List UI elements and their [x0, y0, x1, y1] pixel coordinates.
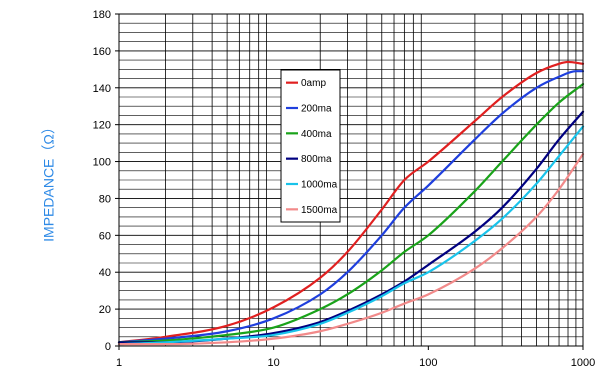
plot-border — [118, 13, 584, 347]
y-tick-label: 80 — [99, 193, 111, 205]
y-tick-label: 0 — [105, 341, 111, 353]
x-tick-label: 100 — [419, 357, 437, 369]
y-tick-label: 60 — [99, 230, 111, 242]
x-tick-label: 10 — [268, 357, 280, 369]
y-tick-label: 120 — [93, 120, 111, 132]
y-tick-label: 40 — [99, 267, 111, 279]
grid — [119, 13, 583, 347]
legend-label-1500ma: 1500ma — [301, 205, 338, 216]
legend-label-800ma: 800ma — [301, 154, 332, 165]
x-tick-label: 1000 — [571, 357, 595, 369]
series-line-0amp — [117, 60, 585, 344]
legend-box — [280, 69, 341, 223]
legend-label-0amp: 0amp — [301, 78, 326, 89]
y-tick-label: 20 — [99, 304, 111, 316]
legend-label-1000ma: 1000ma — [301, 180, 338, 191]
axes: 1 10 100 1000 0 20 40 60 80 100 120 140 160 180 — [93, 9, 595, 369]
x-tick-label: 1 — [116, 357, 122, 369]
series-line-400ma — [117, 82, 585, 344]
legend-label-200ma: 200ma — [301, 104, 332, 115]
legend-label-400ma: 400ma — [301, 129, 332, 140]
y-tick-label: 160 — [93, 46, 111, 58]
legend: 0amp 200ma 400ma 800ma 1000ma 1500ma — [280, 69, 341, 223]
y-axis-label: IMPEDANCE（Ω） — [41, 120, 57, 242]
series-line-200ma — [117, 70, 585, 344]
y-tick-label: 180 — [93, 9, 111, 21]
series-layer — [117, 60, 585, 346]
y-tick-label: 100 — [93, 157, 111, 169]
series-line-1500ma — [117, 153, 585, 346]
y-tick-label: 140 — [93, 83, 111, 95]
series-line-1000ma — [117, 125, 585, 346]
